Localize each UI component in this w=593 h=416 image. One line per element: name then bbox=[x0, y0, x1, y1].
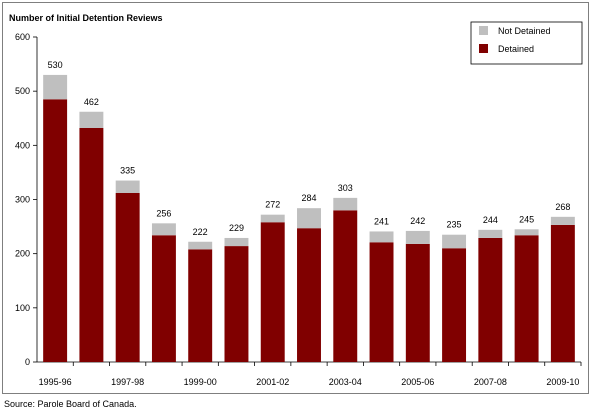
legend-box bbox=[470, 21, 583, 65]
bar-detained bbox=[151, 235, 176, 362]
bar-not-detained bbox=[333, 197, 358, 211]
bar-total-label: 256 bbox=[156, 208, 171, 218]
bar-not-detained bbox=[151, 223, 176, 236]
bar-detained bbox=[188, 249, 213, 362]
bar-detained bbox=[297, 228, 321, 362]
bar-total-label: 222 bbox=[193, 227, 208, 237]
legend-label: Not Detained bbox=[498, 26, 551, 36]
chart-title: Number of Initial Detention Reviews bbox=[9, 13, 163, 23]
y-tick-label: 600 bbox=[15, 32, 30, 42]
legend-swatch bbox=[479, 44, 488, 53]
bar-not-detained bbox=[442, 234, 467, 249]
bar-chart: Number of Initial Detention Reviews 0 100… bbox=[9, 13, 583, 387]
bar-not-detained bbox=[405, 230, 430, 244]
x-tick-label: 2001-02 bbox=[256, 377, 289, 387]
x-tick-label: 2005-06 bbox=[401, 377, 434, 387]
bar-not-detained bbox=[188, 241, 213, 250]
bar-total-label: 335 bbox=[120, 166, 135, 176]
bar-detained bbox=[333, 210, 358, 362]
bar-not-detained bbox=[369, 231, 394, 243]
bar-not-detained bbox=[224, 237, 249, 247]
x-tick-label: 2009-10 bbox=[546, 377, 579, 387]
x-tick-label: 1999-00 bbox=[184, 377, 217, 387]
y-tick-label: 500 bbox=[15, 86, 30, 96]
bar-total-label: 229 bbox=[229, 223, 244, 233]
y-tick-label: 300 bbox=[15, 195, 30, 205]
bar-detained bbox=[224, 246, 249, 362]
bars bbox=[43, 74, 575, 363]
y-tick-label: 200 bbox=[15, 249, 30, 259]
legend-swatch bbox=[479, 26, 488, 35]
bar-total-label: 530 bbox=[48, 60, 63, 70]
x-tick-label: 1997-98 bbox=[111, 377, 144, 387]
source-note: Source: Parole Board of Canada. bbox=[4, 399, 137, 409]
bar-total-label: 244 bbox=[483, 215, 498, 225]
bar-total-label: 462 bbox=[84, 97, 99, 107]
chart-frame: Number of Initial Detention Reviews 0 100… bbox=[2, 2, 589, 394]
bar-not-detained bbox=[514, 229, 539, 236]
bar-total-label: 268 bbox=[555, 202, 570, 212]
bar-detained bbox=[43, 99, 68, 363]
bar-total-label: 272 bbox=[265, 200, 280, 210]
bar-not-detained bbox=[79, 111, 104, 128]
y-tick-label: 0 bbox=[25, 357, 30, 367]
bar-not-detained bbox=[260, 214, 285, 223]
bar-detained bbox=[550, 224, 575, 362]
bar-not-detained bbox=[297, 208, 321, 229]
bar-total-label: 242 bbox=[410, 216, 425, 226]
x-axis: 1995-96 1997-98 1999-00 2001-02 2003-04 2005-… bbox=[37, 361, 582, 387]
bar-not-detained bbox=[550, 216, 575, 225]
bar-not-detained bbox=[43, 74, 68, 100]
x-tick-label: 2007-08 bbox=[474, 377, 507, 387]
bar-total-label: 235 bbox=[447, 220, 462, 230]
y-tick-label: 100 bbox=[15, 303, 30, 313]
bar-detained bbox=[478, 237, 503, 362]
bar-not-detained bbox=[478, 229, 503, 238]
y-tick-label: 400 bbox=[15, 140, 30, 150]
bar-total-label: 241 bbox=[374, 216, 389, 226]
bar-total-label: 284 bbox=[301, 193, 316, 203]
legend-label: Detained bbox=[498, 44, 534, 54]
bar-detained bbox=[369, 242, 394, 362]
bar-detained bbox=[442, 248, 467, 362]
bar-detained bbox=[115, 193, 140, 362]
x-tick-label: 1995-96 bbox=[39, 377, 72, 387]
bar-detained bbox=[405, 243, 430, 362]
bar-detained bbox=[260, 222, 285, 362]
data-labels: 530 462 335 256 222 229 272 284 303 241 242 235 244 2… bbox=[48, 60, 571, 237]
bar-detained bbox=[79, 128, 104, 362]
bar-not-detained bbox=[115, 180, 140, 193]
y-axis: 0 100 200 300 400 500 600 bbox=[15, 32, 38, 367]
bar-detained bbox=[514, 235, 539, 362]
bar-total-label: 245 bbox=[519, 214, 534, 224]
legend: Not Detained Detained bbox=[470, 21, 583, 65]
bar-total-label: 303 bbox=[338, 183, 353, 193]
x-tick-label: 2003-04 bbox=[329, 377, 362, 387]
